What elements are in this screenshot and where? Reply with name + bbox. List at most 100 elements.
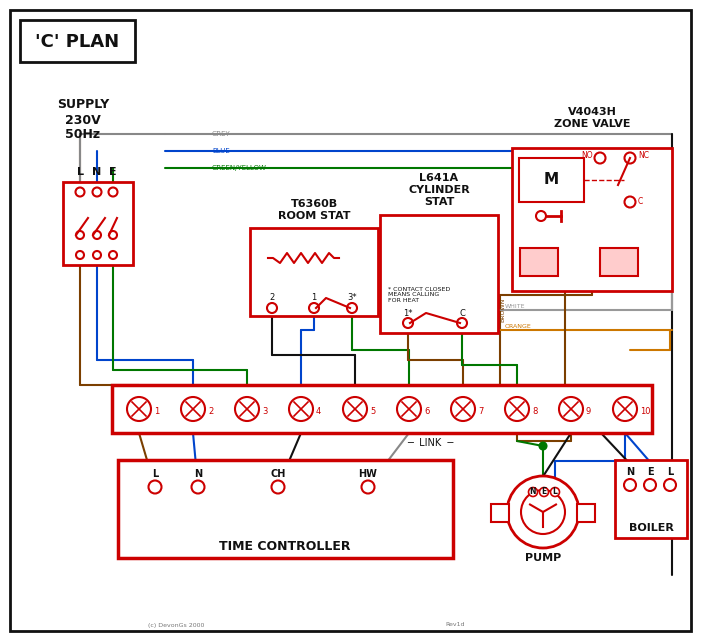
Circle shape	[309, 303, 319, 313]
Text: 'C' PLAN: 'C' PLAN	[35, 33, 119, 51]
Text: TIME CONTROLLER: TIME CONTROLLER	[219, 540, 351, 553]
Text: * CONTACT CLOSED
MEANS CALLING
FOR HEAT: * CONTACT CLOSED MEANS CALLING FOR HEAT	[388, 287, 450, 303]
Text: Rev1d: Rev1d	[445, 622, 465, 628]
Text: BLUE: BLUE	[212, 148, 230, 154]
Text: 10: 10	[640, 406, 651, 415]
Circle shape	[529, 488, 538, 497]
Bar	[63, 182, 133, 265]
Bar	[520, 248, 558, 276]
Text: N: N	[194, 469, 202, 479]
Text: E: E	[110, 167, 117, 177]
Text: HW: HW	[359, 469, 378, 479]
Circle shape	[109, 188, 117, 197]
Text: NC: NC	[638, 151, 649, 160]
Circle shape	[267, 303, 277, 313]
Text: ─  LINK  ─: ─ LINK ─	[407, 438, 453, 448]
Text: SUPPLY
230V
50Hz: SUPPLY 230V 50Hz	[57, 99, 109, 142]
Circle shape	[540, 488, 548, 497]
Text: PUMP: PUMP	[525, 553, 561, 563]
Bar	[600, 248, 638, 276]
Circle shape	[644, 479, 656, 491]
Circle shape	[625, 197, 635, 208]
Bar	[615, 460, 687, 538]
Circle shape	[613, 397, 637, 421]
Circle shape	[93, 251, 101, 259]
Circle shape	[149, 481, 161, 494]
Circle shape	[550, 488, 559, 497]
Circle shape	[521, 490, 565, 534]
Text: L: L	[77, 167, 84, 177]
Circle shape	[664, 479, 676, 491]
Text: GREEN/YELLOW: GREEN/YELLOW	[212, 165, 267, 171]
Circle shape	[93, 188, 102, 197]
Text: BOILER: BOILER	[628, 523, 673, 533]
Circle shape	[272, 481, 284, 494]
Text: 3*: 3*	[347, 292, 357, 301]
Bar	[491, 504, 509, 522]
Text: ORANGE: ORANGE	[505, 324, 531, 329]
Circle shape	[76, 188, 84, 197]
Text: L641A
CYLINDER
STAT: L641A CYLINDER STAT	[408, 174, 470, 206]
Text: 2: 2	[270, 292, 274, 301]
Text: L: L	[552, 488, 557, 497]
Circle shape	[347, 303, 357, 313]
Circle shape	[536, 211, 546, 221]
Bar	[512, 148, 672, 291]
Circle shape	[181, 397, 205, 421]
Bar	[112, 385, 652, 433]
Circle shape	[507, 476, 579, 548]
Text: 3: 3	[262, 406, 267, 415]
Text: 1: 1	[312, 292, 317, 301]
Text: E: E	[541, 488, 547, 497]
Circle shape	[397, 397, 421, 421]
Circle shape	[192, 481, 204, 494]
Text: T6360B
ROOM STAT: T6360B ROOM STAT	[278, 199, 350, 221]
Text: L: L	[152, 469, 158, 479]
Bar	[519, 158, 584, 202]
Circle shape	[505, 397, 529, 421]
Text: GREY: GREY	[212, 131, 231, 137]
Circle shape	[289, 397, 313, 421]
Circle shape	[624, 479, 636, 491]
Text: NO: NO	[581, 151, 593, 160]
Bar	[577, 504, 595, 522]
Circle shape	[76, 231, 84, 239]
Text: 1: 1	[154, 406, 159, 415]
Circle shape	[403, 318, 413, 328]
Bar	[118, 460, 453, 558]
Circle shape	[457, 318, 467, 328]
Text: (c) DevonGs 2000: (c) DevonGs 2000	[148, 622, 204, 628]
Circle shape	[109, 251, 117, 259]
Text: 8: 8	[532, 406, 537, 415]
Text: WHITE: WHITE	[505, 304, 526, 310]
Text: 4: 4	[316, 406, 322, 415]
Text: L: L	[667, 467, 673, 477]
Text: M: M	[543, 172, 559, 188]
Text: BROWN: BROWN	[501, 298, 505, 322]
Text: 2: 2	[208, 406, 213, 415]
Circle shape	[540, 442, 546, 449]
Circle shape	[235, 397, 259, 421]
Circle shape	[625, 153, 635, 163]
Text: 7: 7	[478, 406, 484, 415]
Circle shape	[343, 397, 367, 421]
Text: N: N	[626, 467, 634, 477]
Text: V4043H
ZONE VALVE: V4043H ZONE VALVE	[554, 107, 630, 129]
Bar	[20, 20, 135, 62]
Text: 6: 6	[424, 406, 430, 415]
Text: 9: 9	[586, 406, 591, 415]
Circle shape	[109, 231, 117, 239]
Circle shape	[362, 481, 374, 494]
Bar	[250, 228, 378, 316]
Circle shape	[451, 397, 475, 421]
Text: CH: CH	[270, 469, 286, 479]
Text: E: E	[647, 467, 654, 477]
Text: N: N	[530, 488, 536, 497]
Circle shape	[93, 231, 101, 239]
Circle shape	[595, 153, 606, 163]
Text: C: C	[638, 197, 643, 206]
Text: N: N	[93, 167, 102, 177]
Circle shape	[127, 397, 151, 421]
Text: 5: 5	[370, 406, 376, 415]
Text: C: C	[459, 308, 465, 317]
